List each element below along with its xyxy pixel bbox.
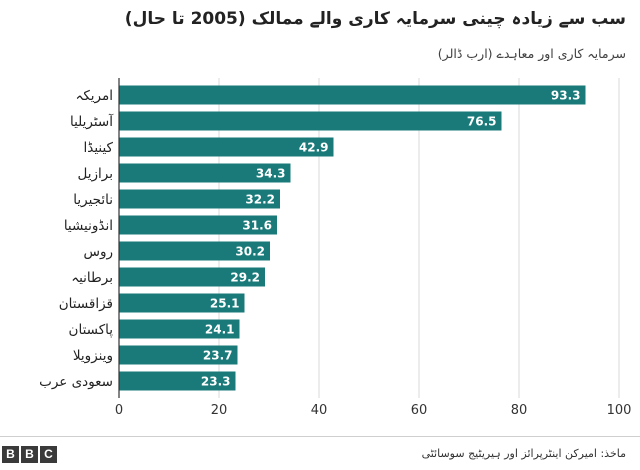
x-tick-label: 100 [607,403,632,418]
bar [119,345,238,365]
bar-chart: 93.3 امریکہ 76.5 آسٹریلیا 42.9 کینیڈا 34.3 براز… [39,78,632,418]
x-tick-label: 40 [311,403,328,418]
bbc-logo-letter: C [40,446,57,463]
bar [119,111,502,131]
bar [119,241,270,261]
bar-value-label: 31.6 [242,219,272,233]
bar-value-label: 34.3 [256,167,286,181]
bar-value-label: 76.5 [467,115,497,129]
bar-value-label: 32.2 [245,193,275,207]
bar [119,137,334,157]
category-label: پاکستان [69,322,114,338]
bar-value-label: 29.2 [230,271,260,285]
category-label: قزاقستان [59,296,113,312]
category-label: روس [83,244,113,260]
bar-value-label: 24.1 [205,323,235,337]
bbc-logo-letter: B [21,446,38,463]
category-label: امریکہ [75,88,113,104]
bar [119,163,291,183]
category-label: انڈونیشیا [64,218,113,234]
category-label: وینزویلا [73,348,113,364]
bar-value-label: 30.2 [235,245,265,259]
bar [119,293,245,313]
x-tick-label: 20 [211,403,228,418]
category-label: آسٹریلیا [70,113,114,130]
chart-title: سب سے زیادہ چینی سرمایہ کاری والے ممالک … [124,9,626,29]
source-note: ماخذ: امیرکن اینٹرپرائز اور ہیریٹیج سوسا… [421,447,626,460]
category-label: کینیڈا [84,140,114,156]
footer-divider [0,436,640,437]
category-label: برازیل [78,166,113,182]
bar-value-label: 25.1 [210,297,240,311]
bbc-logo-letter: B [2,446,19,463]
bar [119,371,236,391]
bar [119,85,586,105]
bbc-logo: B B C [2,446,57,463]
x-tick-label: 0 [115,403,123,418]
category-label: نائجیریا [73,192,113,208]
bar-value-label: 23.3 [201,375,231,389]
x-tick-label: 80 [511,403,528,418]
x-tick-label: 60 [411,403,428,418]
bar-value-label: 42.9 [299,141,329,155]
bar [119,267,265,287]
bar-value-label: 93.3 [551,89,581,103]
bar [119,319,240,339]
chart-subtitle: سرمایہ کاری اور معاہدے (ارب ڈالر) [437,46,626,61]
category-label: سعودی عرب [39,374,113,390]
bar [119,215,277,235]
bar [119,189,280,209]
bar-value-label: 23.7 [203,349,233,363]
category-label: برطانیہ [71,270,113,286]
